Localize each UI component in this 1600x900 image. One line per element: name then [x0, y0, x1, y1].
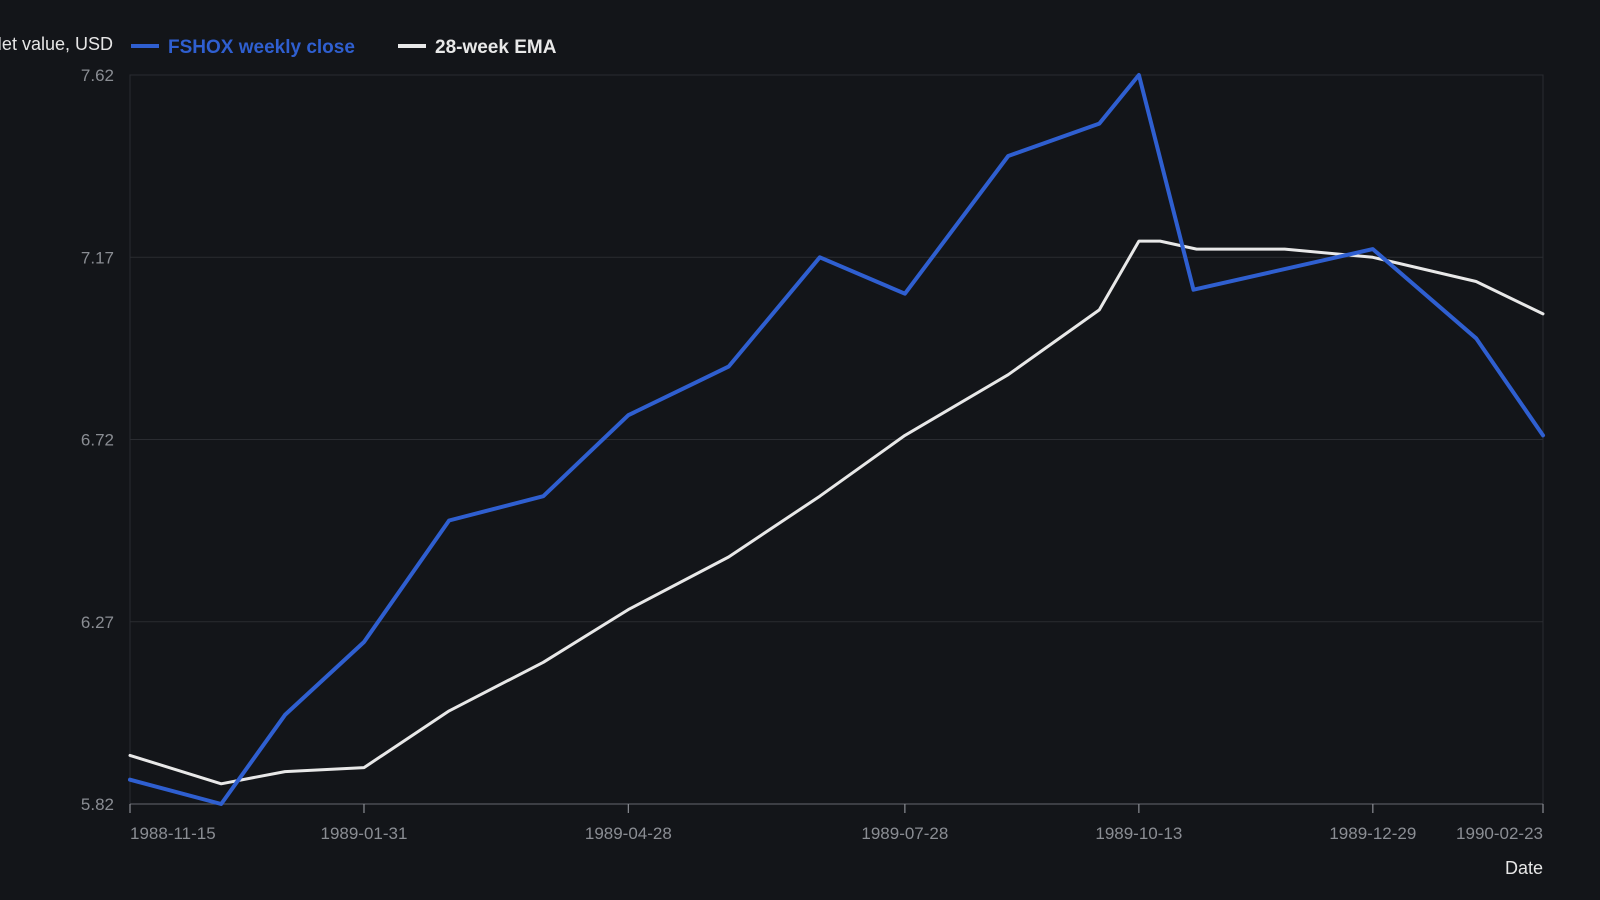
y-axis-title: Net value, USD	[0, 34, 113, 54]
gridlines	[129, 74, 1544, 805]
x-axis-ticks: 1988-11-15 1989-01-31 1989-04-28 1989-07-28…	[129, 803, 1544, 843]
y-tick-label: 6.27	[81, 613, 114, 632]
x-tick-label: 1988-11-15	[130, 824, 216, 843]
y-tick-label: 5.82	[81, 795, 114, 814]
series-line-ema	[128, 239, 1545, 786]
x-tick-label: 1989-12-29	[1329, 824, 1416, 843]
x-axis-title: Date	[1505, 858, 1543, 878]
legend-label-fshox: FSHOX weekly close	[168, 37, 355, 58]
series-lines	[128, 73, 1545, 806]
y-axis-ticks: 5.82 6.27 6.72 7.17 7.62	[81, 66, 114, 814]
y-tick-label: 7.62	[81, 66, 114, 85]
x-tick-label: 1989-07-28	[861, 824, 948, 843]
x-tick-label: 1990-02-23	[1456, 824, 1543, 843]
legend: FSHOX weekly close 28-week EMA	[131, 37, 557, 58]
y-tick-label: 7.17	[81, 248, 114, 267]
x-tick-label: 1989-04-28	[585, 824, 672, 843]
y-tick-label: 6.72	[81, 431, 114, 450]
x-tick-label: 1989-10-13	[1095, 824, 1182, 843]
legend-label-ema: 28-week EMA	[435, 37, 557, 58]
x-tick-label: 1989-01-31	[320, 824, 407, 843]
series-line-fshox	[128, 73, 1545, 806]
